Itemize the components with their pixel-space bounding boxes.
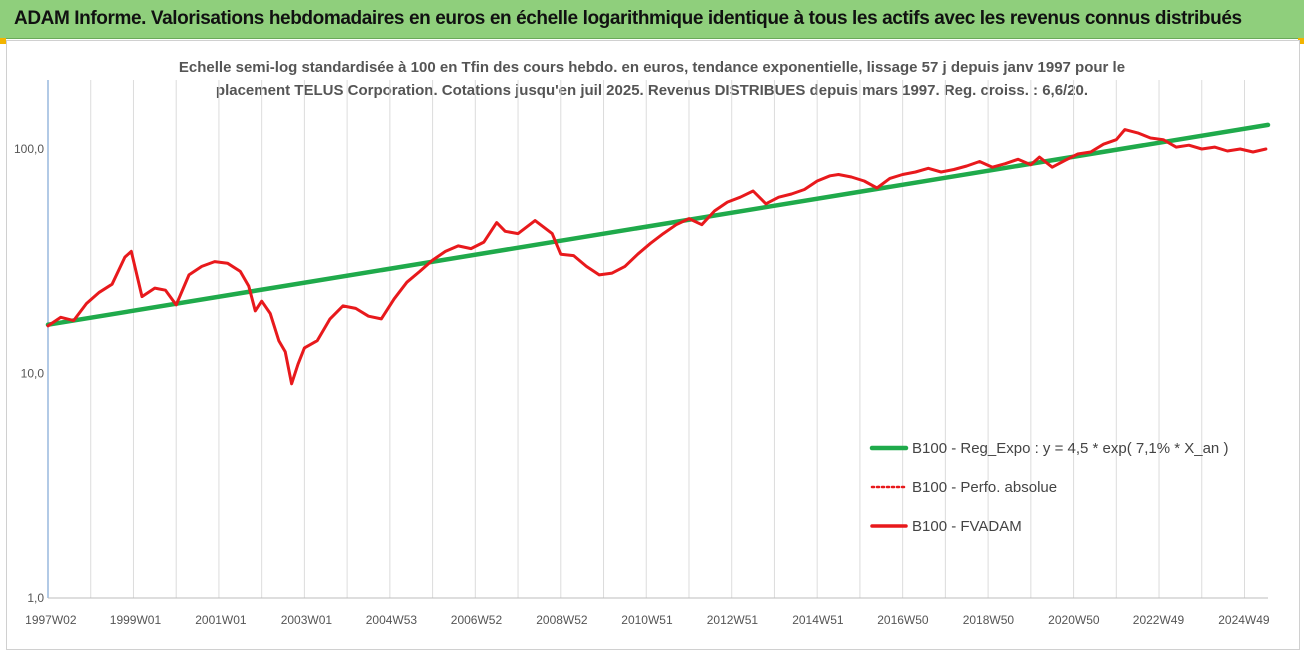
x-tick-label: 2018W50	[963, 613, 1015, 627]
legend-label: B100 - Reg_Expo : y = 4,5 * exp( 7,1% * …	[912, 440, 1228, 457]
x-tick-label: 1997W02	[25, 613, 77, 627]
series-lines	[45, 122, 1271, 386]
axes: 1,0 10,0 100,0 1997W02 1999W01 2001W01 2003W01…	[14, 80, 1270, 627]
legend-item-regression: B100 - Reg_Expo : y = 4,5 * exp( 7,1% * …	[869, 440, 1228, 457]
legend-label: B100 - FVADAM	[912, 518, 1022, 535]
x-tick-label: 2014W51	[792, 613, 844, 627]
legend-item-fvadam: B100 - FVADAM	[870, 518, 1022, 535]
grid-lines	[90, 80, 1245, 598]
legend-item-perfo: B100 - Perfo. absolue	[870, 479, 1057, 496]
x-tick-label: 2024W49	[1218, 613, 1270, 627]
banner-title: ADAM Informe. Valorisations hebdomadaire…	[14, 8, 1242, 29]
x-tick-label: 2020W50	[1048, 613, 1100, 627]
corner-marker-left	[0, 38, 6, 44]
x-tick-label: 2016W50	[877, 613, 929, 627]
header-banner: ADAM Informe. Valorisations hebdomadaire…	[0, 0, 1304, 39]
corner-marker-right	[1298, 38, 1304, 44]
x-tick-label: 2022W49	[1133, 613, 1185, 627]
chart-area	[6, 40, 1300, 650]
x-tick-label: 2008W52	[536, 613, 588, 627]
chart-subtitle-line-1: Echelle semi-log standardisée à 100 en T…	[178, 59, 1126, 76]
x-tick-label: 2006W52	[451, 613, 503, 627]
y-tick-label: 1,0	[27, 591, 44, 605]
x-tick-label: 2012W51	[707, 613, 759, 627]
x-tick-label: 2004W53	[366, 613, 418, 627]
x-tick-label: 2003W01	[281, 613, 333, 627]
x-tick-label: 1999W01	[110, 613, 162, 627]
legend-label: B100 - Perfo. absolue	[912, 479, 1057, 496]
chart-subtitle-line-2: placement TELUS Corporation. Cotations j…	[215, 82, 1089, 99]
y-tick-label: 10,0	[21, 367, 45, 381]
x-tick-label: 2010W51	[621, 613, 673, 627]
regression-line	[45, 122, 1271, 327]
legend: B100 - Reg_Expo : y = 4,5 * exp( 7,1% * …	[869, 440, 1228, 535]
chart-subtitle: Echelle semi-log standardisée à 100 en T…	[0, 56, 1304, 102]
x-tick-label: 2001W01	[195, 613, 247, 627]
y-tick-label: 100,0	[14, 142, 44, 156]
fvadam-line	[46, 128, 1268, 386]
